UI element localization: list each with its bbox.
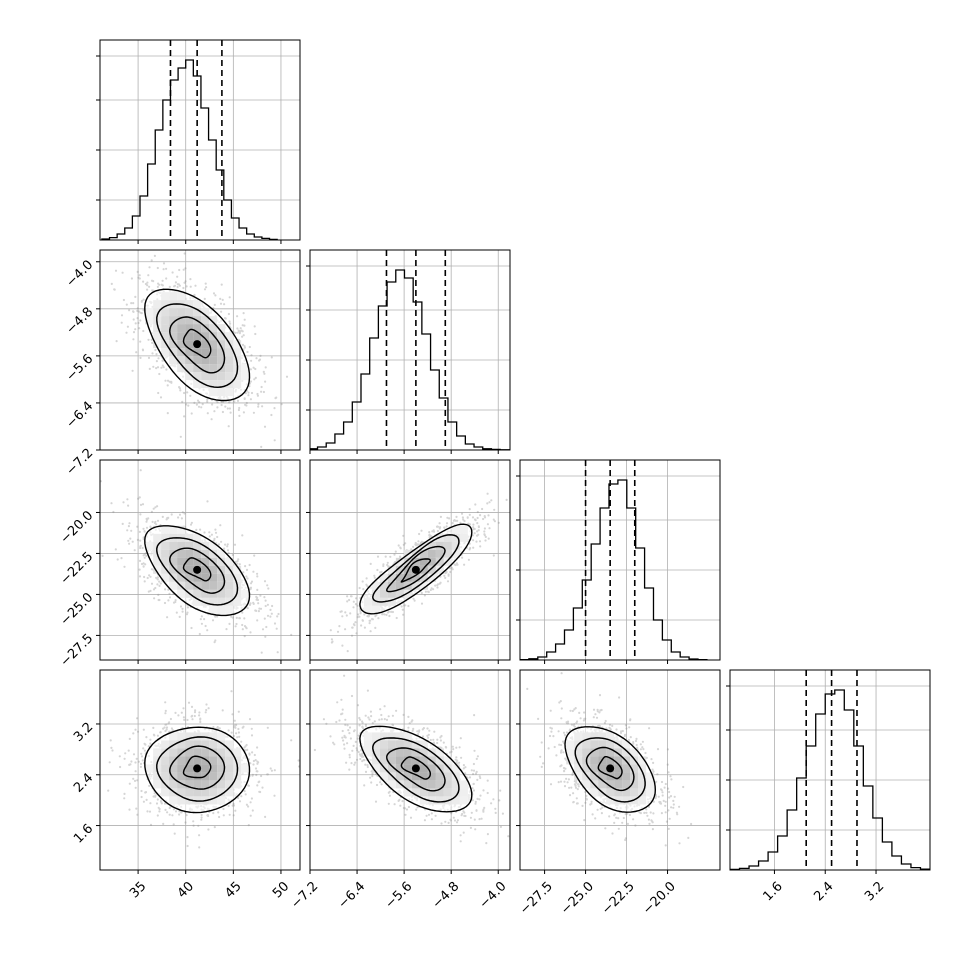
- panel-frame: [309, 669, 511, 871]
- density-peak: [411, 565, 420, 574]
- x-tick-label-1-3: −4.8: [430, 879, 463, 912]
- contour-line-1: [169, 547, 226, 594]
- scatter-panel-2-1: [306, 459, 511, 664]
- x-tick-label-3-0: 1.6: [761, 879, 786, 904]
- histogram-0: [101, 59, 278, 240]
- contour-line-1: [585, 746, 635, 792]
- y-tick-label-2-2: −22.5: [58, 549, 97, 588]
- y-tick-label-2-1: −25.0: [58, 590, 97, 629]
- x-tick-label-0-2: 45: [222, 879, 244, 901]
- sample-points: [526, 672, 693, 847]
- x-tick-label-0-0: 35: [127, 879, 149, 901]
- x-tick-label-1-0: −7.2: [288, 879, 321, 912]
- sample-points: [100, 469, 293, 654]
- hist-panel-2: [516, 459, 721, 664]
- contour-line-0: [400, 558, 431, 583]
- y-tick-label-3-1: 2.4: [71, 771, 96, 796]
- hist-panel-1: [306, 249, 511, 454]
- scatter-panel-3-0: 35 40 45 50 1.6 2.4 3.2: [71, 669, 301, 901]
- panel-frame: [309, 459, 511, 661]
- panel-frame: [99, 669, 301, 871]
- x-tick-label-2-3: −20.0: [640, 879, 679, 918]
- panel-frame: [99, 39, 301, 241]
- contour-line-2: [156, 736, 239, 802]
- contour-line-2: [156, 303, 239, 389]
- hist-panel-0: [96, 39, 301, 244]
- density-peak: [193, 565, 202, 574]
- contour-line-0: [400, 756, 431, 780]
- histogram-2: [520, 479, 708, 660]
- x-tick-label-3-1: 2.4: [811, 879, 836, 904]
- y-tick-label-3-2: 3.2: [71, 720, 96, 745]
- contour-line-0: [597, 756, 623, 780]
- x-tick-label-1-2: −5.6: [382, 879, 415, 912]
- histogram-3: [730, 689, 930, 870]
- contour-line-0: [182, 557, 212, 582]
- panel-frame: [99, 249, 301, 451]
- y-tick-label-1-4: −4.0: [63, 258, 96, 291]
- contour-line-2: [372, 534, 460, 603]
- x-tick-label-1-4: −4.0: [477, 879, 510, 912]
- contour-line-1: [169, 745, 226, 790]
- sample-points: [107, 690, 300, 849]
- y-tick-label-1-2: −5.6: [63, 352, 96, 385]
- contour-line-2: [372, 737, 460, 803]
- panel-frame: [99, 459, 301, 661]
- x-tick-label-1-1: −6.4: [335, 879, 368, 912]
- y-tick-label-1-0: −7.2: [63, 446, 96, 479]
- x-tick-label-2-1: −25.0: [558, 879, 597, 918]
- contour-line-0: [182, 755, 212, 779]
- contour-line-1: [169, 316, 226, 374]
- scatter-panel-2-0: −27.5−25.0−22.5−20.0: [58, 459, 301, 670]
- x-tick-label-2-2: −22.5: [599, 879, 638, 918]
- x-tick-label-2-0: −27.5: [517, 879, 556, 918]
- panel-frame: [309, 249, 511, 451]
- y-tick-label-2-0: −27.5: [58, 631, 97, 670]
- x-tick-label-3-2: 3.2: [862, 879, 887, 904]
- y-tick-label-3-0: 1.6: [71, 821, 96, 846]
- sample-points: [110, 252, 289, 448]
- density-peak: [606, 764, 615, 773]
- contour-line-1: [386, 545, 446, 593]
- contour-line-2: [574, 737, 646, 803]
- scatter-panel-3-2: −27.5 −25.0 −22.5 −20.0: [516, 669, 721, 918]
- x-tick-label-0-3: 50: [270, 879, 292, 901]
- density-peak: [411, 764, 420, 773]
- histogram-1: [310, 269, 510, 450]
- panel-frame: [729, 669, 931, 871]
- density-peak: [193, 764, 202, 773]
- hist-panel-3: 1.6 2.4 3.2: [726, 669, 931, 904]
- contour-line-2: [156, 537, 239, 606]
- sample-points: [329, 492, 508, 653]
- y-tick-label-1-3: −4.8: [63, 305, 96, 338]
- contour-line-1: [386, 747, 446, 792]
- contour-line-0: [182, 328, 212, 359]
- panel-frame: [519, 669, 721, 871]
- y-tick-label-1-1: −6.4: [63, 399, 96, 432]
- panel-frame: [519, 459, 721, 661]
- density-peak: [193, 340, 202, 349]
- scatter-panel-3-1: −7.2 −6.4 −5.6 −4.8 −4.0: [288, 669, 511, 912]
- x-tick-label-0-1: 40: [175, 879, 197, 901]
- scatter-panel-1-0: −7.2 −6.4 −5.6 −4.8 −4.0: [63, 249, 301, 479]
- sample-points: [313, 674, 510, 845]
- y-tick-label-2-3: −20.0: [58, 508, 97, 547]
